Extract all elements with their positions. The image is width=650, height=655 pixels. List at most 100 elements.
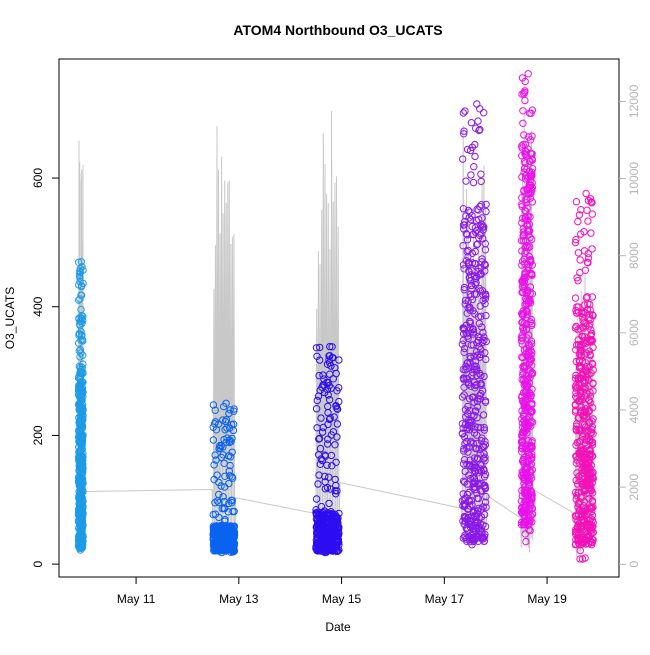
data-point	[216, 441, 224, 450]
data-point	[576, 498, 584, 506]
data-point	[332, 369, 340, 378]
data-point	[316, 444, 325, 453]
data-point	[469, 307, 477, 315]
data-point	[226, 461, 234, 470]
data-point	[211, 528, 219, 537]
data-point	[572, 309, 581, 317]
data-point	[521, 151, 530, 159]
data-point	[468, 249, 477, 258]
data-point	[76, 420, 84, 428]
data-point	[458, 420, 467, 428]
data-point	[578, 555, 587, 563]
data-point	[583, 339, 591, 347]
data-point	[481, 290, 490, 299]
data-point	[328, 343, 336, 351]
data-point	[74, 258, 83, 266]
data-point	[571, 324, 580, 332]
data-point	[217, 453, 226, 462]
data-point	[76, 363, 85, 372]
data-point	[317, 414, 325, 422]
data-point	[572, 488, 580, 497]
y-right-tick-label: 4000	[627, 396, 641, 423]
data-point	[466, 439, 475, 447]
data-point	[475, 445, 483, 454]
data-point	[314, 480, 322, 488]
data-point	[477, 513, 486, 521]
data-point	[478, 461, 486, 469]
data-point	[588, 311, 597, 319]
data-point	[578, 493, 586, 501]
data-point	[209, 401, 218, 409]
data-point	[522, 297, 531, 305]
x-tick-label: May 13	[219, 592, 259, 606]
x-tick-label: May 17	[425, 592, 465, 606]
data-point	[460, 374, 468, 383]
x-tick-label: May 19	[527, 592, 567, 606]
data-point	[459, 109, 468, 117]
data-point	[318, 428, 327, 436]
data-point	[469, 479, 478, 487]
data-point	[573, 469, 581, 477]
data-point	[521, 96, 529, 105]
data-point	[465, 532, 473, 541]
data-point	[458, 430, 467, 438]
y-right-tick-label: 2000	[627, 473, 641, 500]
data-point	[518, 407, 526, 415]
data-point	[76, 514, 85, 522]
data-point	[459, 261, 468, 269]
data-point	[469, 484, 477, 492]
data-point	[520, 131, 528, 139]
data-point	[470, 352, 478, 360]
data-point	[477, 345, 485, 354]
data-point	[525, 482, 534, 490]
data-point	[520, 399, 529, 408]
data-point	[313, 546, 322, 555]
data-point	[464, 297, 472, 305]
data-point	[576, 256, 584, 264]
data-point	[79, 368, 87, 376]
data-point	[321, 452, 330, 460]
data-point	[229, 507, 237, 516]
data-point	[312, 506, 320, 514]
data-point	[527, 189, 535, 197]
data-point	[459, 477, 468, 485]
data-point	[522, 398, 530, 406]
data-point	[526, 341, 534, 350]
data-point	[76, 346, 85, 354]
y-left-tick-label: 0	[31, 560, 45, 567]
data-point	[521, 512, 529, 520]
data-point	[75, 347, 84, 355]
data-point	[469, 474, 477, 482]
data-point	[460, 344, 469, 353]
data-point	[574, 531, 582, 540]
data-point	[212, 536, 221, 544]
data-point	[223, 533, 231, 541]
data-point	[575, 459, 584, 467]
series-flight-4	[458, 100, 490, 549]
data-point	[460, 383, 468, 391]
data-point	[323, 385, 331, 394]
data-point	[460, 130, 468, 138]
data-point	[518, 318, 527, 327]
data-point	[587, 229, 595, 237]
data-point	[462, 177, 470, 185]
data-point	[527, 417, 535, 425]
data-point	[475, 479, 483, 487]
data-point	[588, 245, 596, 253]
data-point	[467, 516, 475, 525]
data-point	[518, 375, 526, 384]
data-point	[586, 300, 594, 309]
data-point	[523, 516, 532, 524]
data-point	[226, 541, 234, 549]
data-point	[520, 364, 529, 373]
data-point	[74, 510, 83, 518]
data-point	[79, 316, 87, 325]
data-point	[518, 74, 527, 82]
data-point	[313, 352, 321, 360]
data-point	[474, 504, 483, 513]
data-point	[320, 375, 328, 383]
data-point	[465, 488, 473, 497]
data-point	[463, 537, 471, 545]
data-point	[315, 471, 323, 479]
data-point	[312, 344, 321, 352]
